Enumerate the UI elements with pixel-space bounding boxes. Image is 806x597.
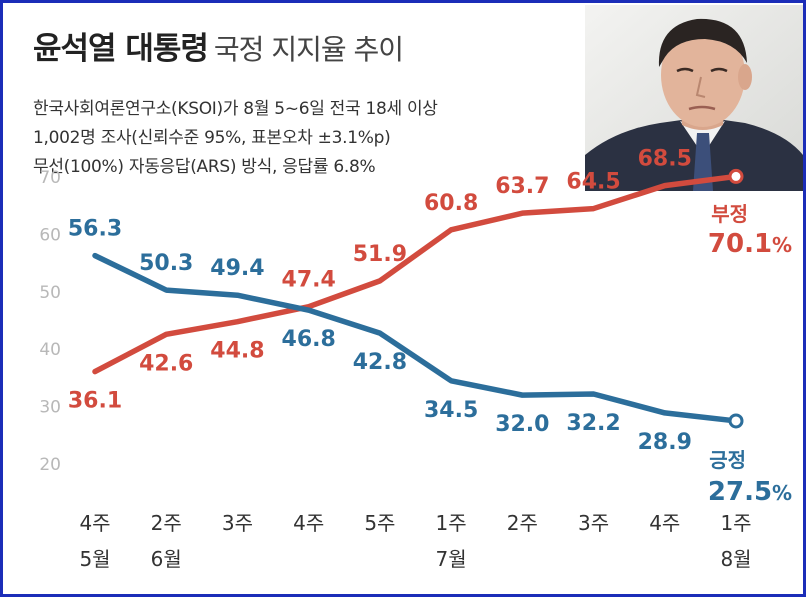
x-tick-label: 4주	[649, 511, 680, 535]
negative-series-name: 부정	[711, 202, 748, 226]
x-tick-label: 5주	[364, 511, 395, 535]
y-tick-label: 40	[39, 340, 61, 360]
survey-line-1: 한국사회여론연구소(KSOI)가 8월 5~6일 전국 18세 이상	[33, 99, 438, 119]
positive-series-line	[92, 252, 739, 424]
positive-data-label: 56.3	[68, 217, 122, 242]
positive-data-label: 49.4	[210, 256, 264, 281]
positive-data-label: 46.8	[282, 327, 336, 352]
x-tick-label: 2주	[507, 511, 538, 535]
positive-data-label: 42.8	[353, 350, 407, 375]
x-tick-label: 1주	[720, 511, 751, 535]
negative-data-label: 60.8	[424, 191, 478, 216]
x-month-label: 7월	[436, 547, 467, 571]
negative-series-line	[92, 173, 739, 375]
negative-data-label: 63.7	[495, 174, 549, 199]
positive-series-name: 긍정	[709, 448, 746, 472]
y-tick-label: 70	[39, 168, 61, 188]
x-tick-label: 3주	[578, 511, 609, 535]
positive-final-label: 27.5%	[708, 477, 792, 507]
y-tick-label: 60	[39, 225, 61, 245]
x-month-label: 8월	[720, 547, 751, 571]
positive-data-label: 32.2	[566, 411, 620, 436]
title: 윤석열 대통령 국정 지지율 추이	[33, 23, 404, 68]
negative-data-label: 64.5	[566, 170, 620, 195]
x-tick-label: 1주	[436, 511, 467, 535]
positive-data-label: 34.5	[424, 398, 478, 423]
survey-line-3: 무선(100%) 자동응답(ARS) 방식, 응답률 6.8%	[33, 157, 376, 177]
positive-end-marker	[728, 413, 744, 429]
negative-final-label: 70.1%	[708, 229, 792, 259]
negative-data-label: 51.9	[353, 242, 407, 267]
x-month-label: 6월	[151, 547, 182, 571]
negative-data-label: 44.8	[210, 339, 264, 364]
negative-data-label: 42.6	[139, 351, 193, 376]
x-tick-label: 3주	[222, 511, 253, 535]
x-tick-label: 4주	[79, 511, 110, 535]
positive-data-label: 50.3	[139, 251, 193, 276]
negative-data-label: 36.1	[68, 389, 122, 414]
survey-line-2: 1,002명 조사(신뢰수준 95%, 표본오차 ±3.1%p)	[33, 128, 391, 148]
title-main: 윤석열 대통령	[33, 31, 209, 67]
title-sub: 국정 지지율 추이	[213, 33, 404, 66]
x-tick-label: 4주	[293, 511, 324, 535]
negative-data-label: 47.4	[282, 268, 336, 293]
survey-info: 한국사회여론연구소(KSOI)가 8월 5~6일 전국 18세 이상 1,002…	[33, 95, 438, 182]
x-tick-label: 2주	[151, 511, 182, 535]
y-tick-label: 20	[39, 455, 61, 475]
president-photo	[585, 5, 803, 191]
negative-end-marker	[728, 168, 744, 184]
negative-data-label: 68.5	[638, 147, 692, 172]
y-tick-label: 30	[39, 398, 61, 418]
x-month-label: 5월	[79, 547, 110, 571]
positive-data-label: 32.0	[495, 412, 549, 437]
approval-line-chart: 20 30 40 50 60 70 4주 5월 2주 6월 3주 4주 5주 1주 7월 2주 3주 4주 1주 8월…	[39, 147, 792, 571]
y-tick-label: 50	[39, 283, 61, 303]
positive-data-label: 28.9	[638, 430, 692, 455]
